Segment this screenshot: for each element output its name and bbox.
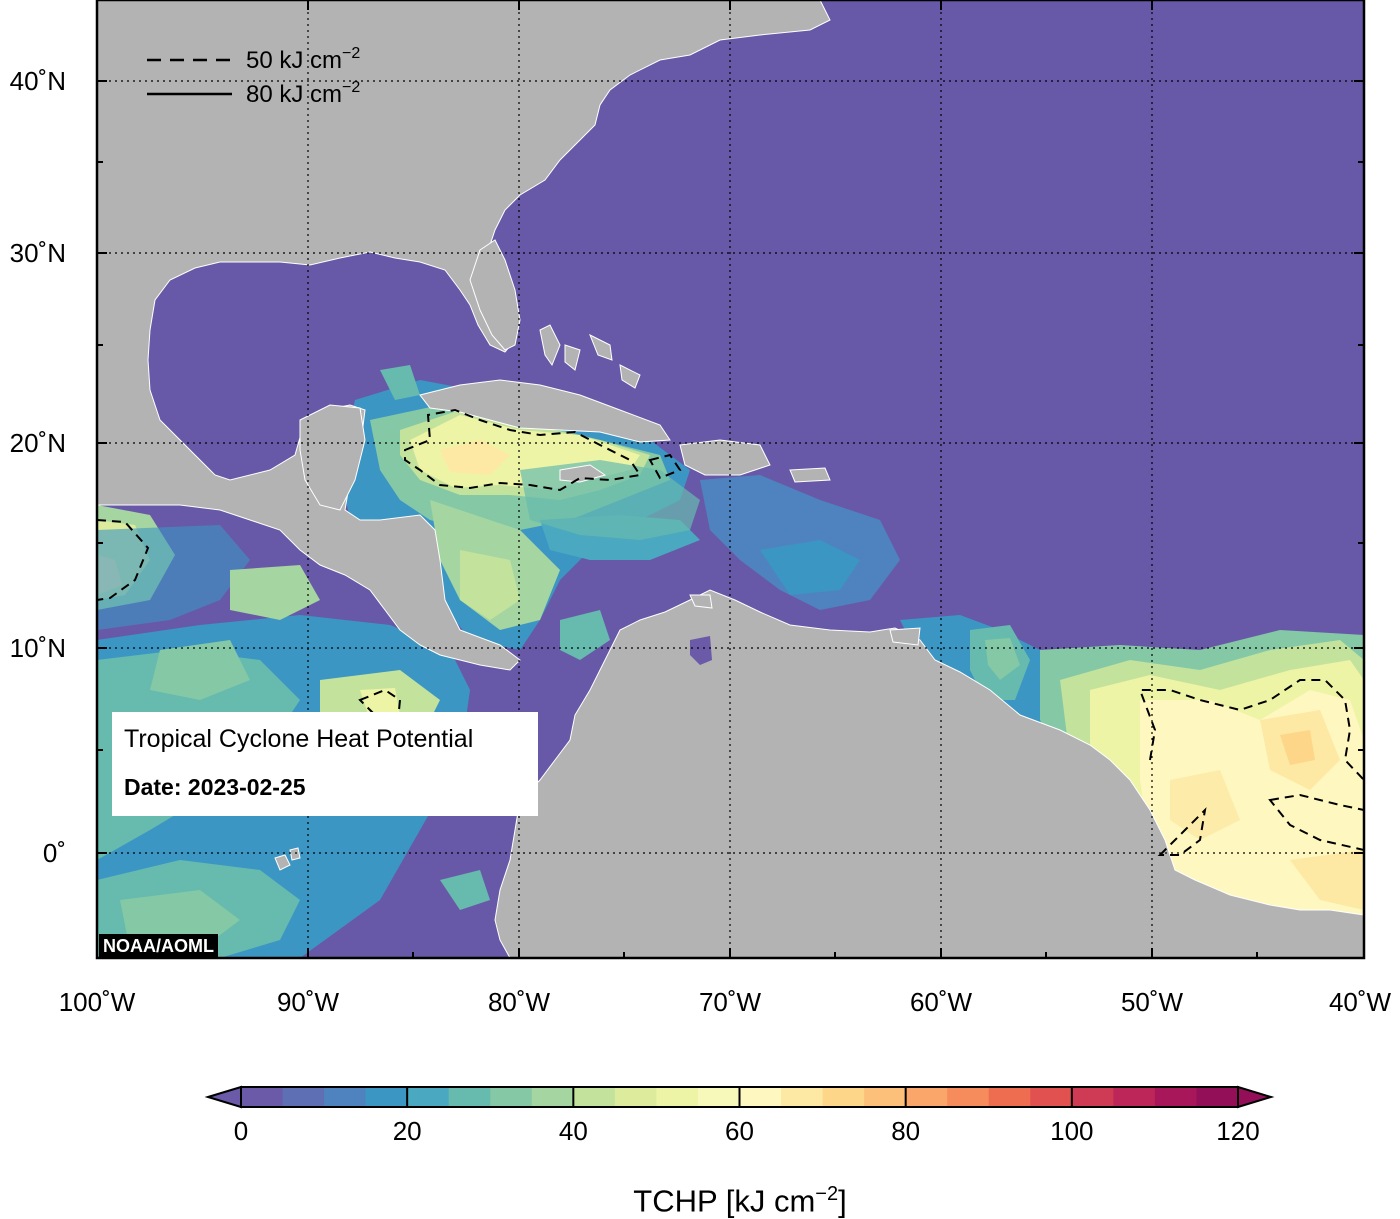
map-title: Tropical Cyclone Heat Potential xyxy=(124,725,474,753)
title-box: Tropical Cyclone Heat Potential Date: 20… xyxy=(112,712,538,816)
land xyxy=(97,0,1364,958)
colorbar-label: TCHP [kJ cm−2] xyxy=(0,1176,1400,1219)
lon-label-60w: 60˚W xyxy=(910,987,973,1017)
colorbar-segment xyxy=(282,1087,325,1107)
colorbar-segment xyxy=(697,1087,741,1107)
lat-label-30n: 30˚N xyxy=(10,238,66,268)
lon-label-90w: 90˚W xyxy=(277,987,340,1017)
colorbar-segment xyxy=(241,1087,284,1107)
lat-label-20n: 20˚N xyxy=(10,428,66,458)
contour-legend: 50 kJ cm−2 80 kJ cm−2 xyxy=(147,45,360,108)
colorbar-segment xyxy=(1030,1087,1073,1107)
colorbar-segment xyxy=(614,1087,658,1107)
legend-50-label: 50 kJ cm−2 xyxy=(246,45,360,74)
lat-label-10n: 10˚N xyxy=(10,633,66,663)
colorbar-label-superscript: −2 xyxy=(815,1183,839,1205)
colorbar-segment xyxy=(365,1087,408,1107)
colorbar-segment xyxy=(905,1087,948,1107)
lon-label-100w: 100˚W xyxy=(59,987,136,1017)
colorbar-tick-label: 20 xyxy=(393,1116,422,1146)
colorbar-segment xyxy=(1196,1087,1239,1107)
lon-labels: 100˚W 90˚W 80˚W 70˚W 60˚W 50˚W 40˚W xyxy=(59,987,1392,1017)
lat-label-40n: 40˚N xyxy=(10,66,66,96)
lon-label-40w: 40˚W xyxy=(1329,987,1392,1017)
colorbar-segment xyxy=(988,1087,1031,1107)
colorbar-segment xyxy=(1071,1087,1114,1107)
legend-80-label: 80 kJ cm−2 xyxy=(246,79,360,108)
colorbar-segment xyxy=(781,1087,824,1107)
colorbar-segment xyxy=(324,1087,367,1107)
lon-label-70w: 70˚W xyxy=(699,987,762,1017)
colorbar-segment xyxy=(407,1087,450,1107)
colorbar-segment xyxy=(448,1087,491,1107)
colorbar-under-arrow xyxy=(204,1085,242,1109)
colorbar-segment xyxy=(864,1087,907,1107)
colorbar-over-arrow xyxy=(1237,1085,1275,1109)
colorbar-ticks: 0 20 40 60 80 100 120 xyxy=(234,1087,1260,1146)
colorbar-segment xyxy=(656,1087,699,1107)
colorbar-segment xyxy=(1154,1087,1198,1107)
colorbar-segment xyxy=(822,1087,865,1107)
lat-label-0: 0˚ xyxy=(43,838,66,868)
colorbar-tick-label: 0 xyxy=(234,1116,248,1146)
lat-labels: 40˚N 30˚N 20˚N 10˚N 0˚ xyxy=(10,66,66,868)
colorbar-tick-label: 80 xyxy=(891,1116,920,1146)
lon-label-50w: 50˚W xyxy=(1121,987,1184,1017)
credit-badge: NOAA/AOML xyxy=(99,934,218,958)
colorbar-segment xyxy=(531,1087,574,1107)
colorbar-segments xyxy=(241,1087,1239,1107)
lon-label-80w: 80˚W xyxy=(488,987,551,1017)
colorbar-tick-label: 60 xyxy=(725,1116,754,1146)
colorbar-tick-label: 120 xyxy=(1216,1116,1259,1146)
map-date: Date: 2023-02-25 xyxy=(124,774,306,800)
colorbar-segment xyxy=(947,1087,990,1107)
colorbar-segment xyxy=(490,1087,533,1107)
colorbar-label-end: ] xyxy=(838,1183,847,1219)
colorbar-segment xyxy=(1113,1087,1156,1107)
colorbar-tick-label: 100 xyxy=(1050,1116,1093,1146)
colorbar-segment xyxy=(739,1087,782,1107)
colorbar-tick-label: 40 xyxy=(559,1116,588,1146)
colorbar-segment xyxy=(573,1087,616,1107)
colorbar-label-main: TCHP [kJ cm xyxy=(633,1183,816,1219)
colorbar: 0 20 40 60 80 100 120 xyxy=(204,1085,1275,1146)
